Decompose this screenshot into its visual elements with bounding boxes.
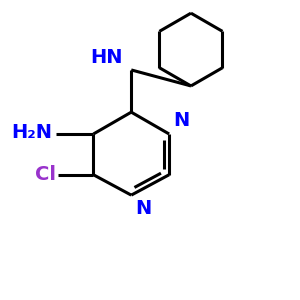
Text: Cl: Cl (34, 165, 56, 184)
Text: N: N (173, 111, 190, 130)
Text: HN: HN (90, 48, 122, 67)
Text: H₂N: H₂N (12, 123, 53, 142)
Text: N: N (136, 200, 152, 218)
